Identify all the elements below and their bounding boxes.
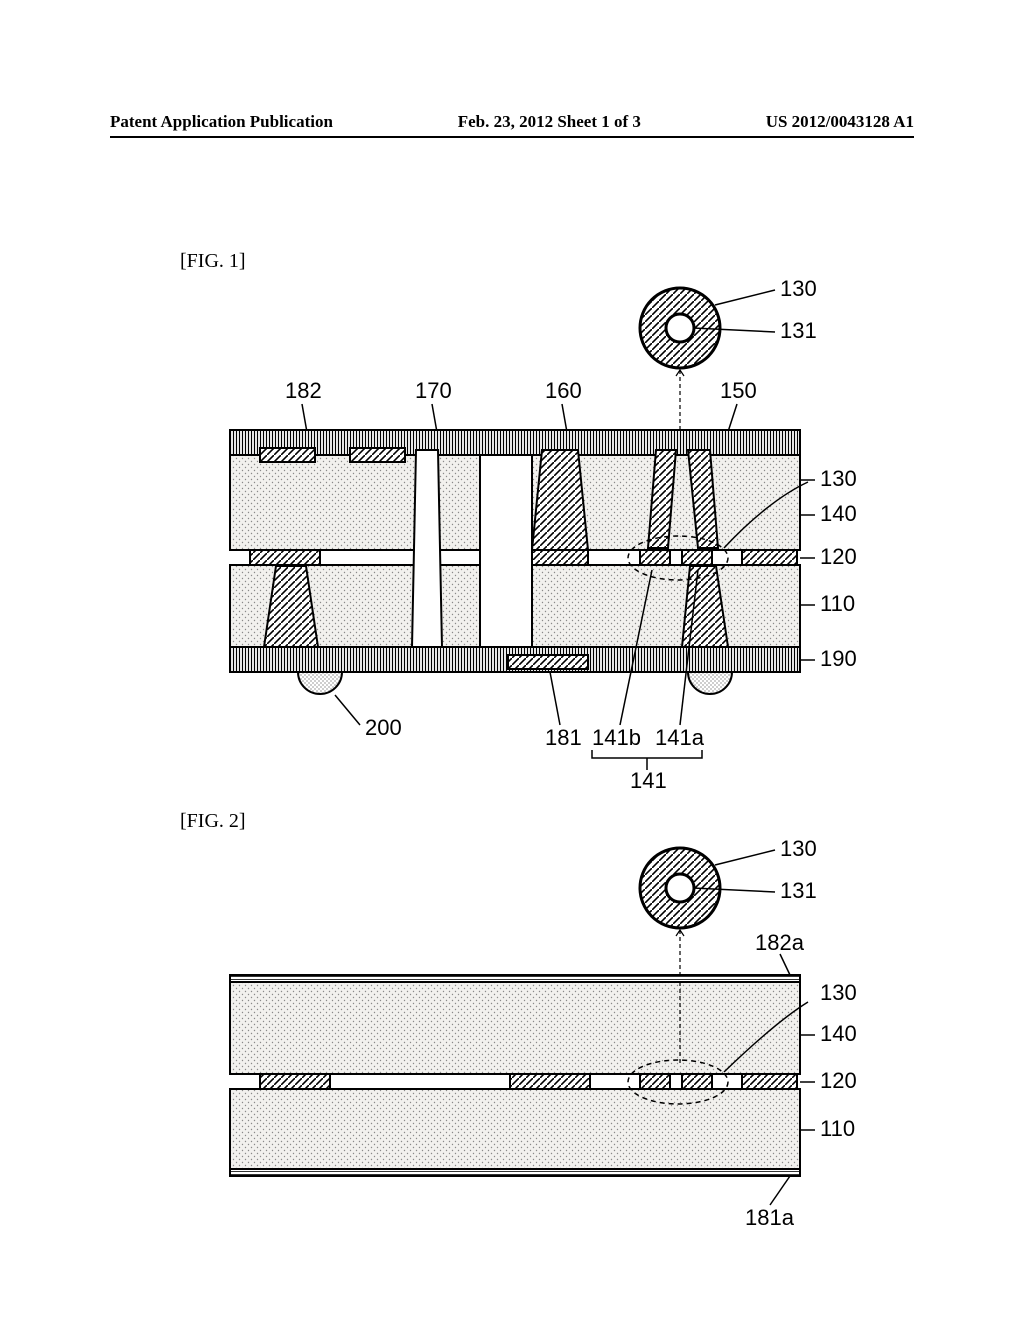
ref2-181a: 181a — [745, 1205, 795, 1230]
ref-131: 131 — [780, 318, 817, 343]
ref-141: 141 — [630, 768, 667, 790]
header-right: US 2012/0043128 A1 — [766, 112, 914, 132]
ref-140: 140 — [820, 501, 857, 526]
fig2-diagram: 130 131 182a 130 14 — [190, 840, 870, 1240]
page-header: Patent Application Publication Feb. 23, … — [110, 112, 914, 132]
ref2-140: 140 — [820, 1021, 857, 1046]
page: Patent Application Publication Feb. 23, … — [0, 0, 1024, 1320]
ref-130: 130 — [820, 466, 857, 491]
ref2-110: 110 — [820, 1116, 855, 1141]
ref-141a: 141a — [655, 725, 705, 750]
ref-110: 110 — [820, 591, 855, 616]
ref-170: 170 — [415, 378, 452, 403]
header-rule — [110, 136, 914, 138]
ref-130a: 130 — [780, 280, 817, 301]
ref2-182a: 182a — [755, 930, 805, 955]
ref2-130a: 130 — [780, 840, 817, 861]
ref-200: 200 — [365, 715, 402, 740]
ref-181: 181 — [545, 725, 582, 750]
fig1-label: [FIG. 1] — [180, 250, 246, 273]
fig1-inset-circle: 130 131 — [640, 280, 817, 368]
ref2-131: 131 — [780, 878, 817, 903]
fig2-label: [FIG. 2] — [180, 810, 246, 833]
ref-160: 160 — [545, 378, 582, 403]
ref2-120: 120 — [820, 1068, 857, 1093]
header-center: Feb. 23, 2012 Sheet 1 of 3 — [458, 112, 641, 132]
fig1-diagram: 130 131 182 170 160 150 — [190, 280, 870, 790]
ref-182: 182 — [285, 378, 322, 403]
ref2-130: 130 — [820, 980, 857, 1005]
ref-190: 190 — [820, 646, 857, 671]
fig2-inset-circle: 130 131 — [640, 840, 817, 928]
header-left: Patent Application Publication — [110, 112, 333, 132]
ref-120: 120 — [820, 544, 857, 569]
ref-141b: 141b — [592, 725, 641, 750]
ref-150: 150 — [720, 378, 757, 403]
